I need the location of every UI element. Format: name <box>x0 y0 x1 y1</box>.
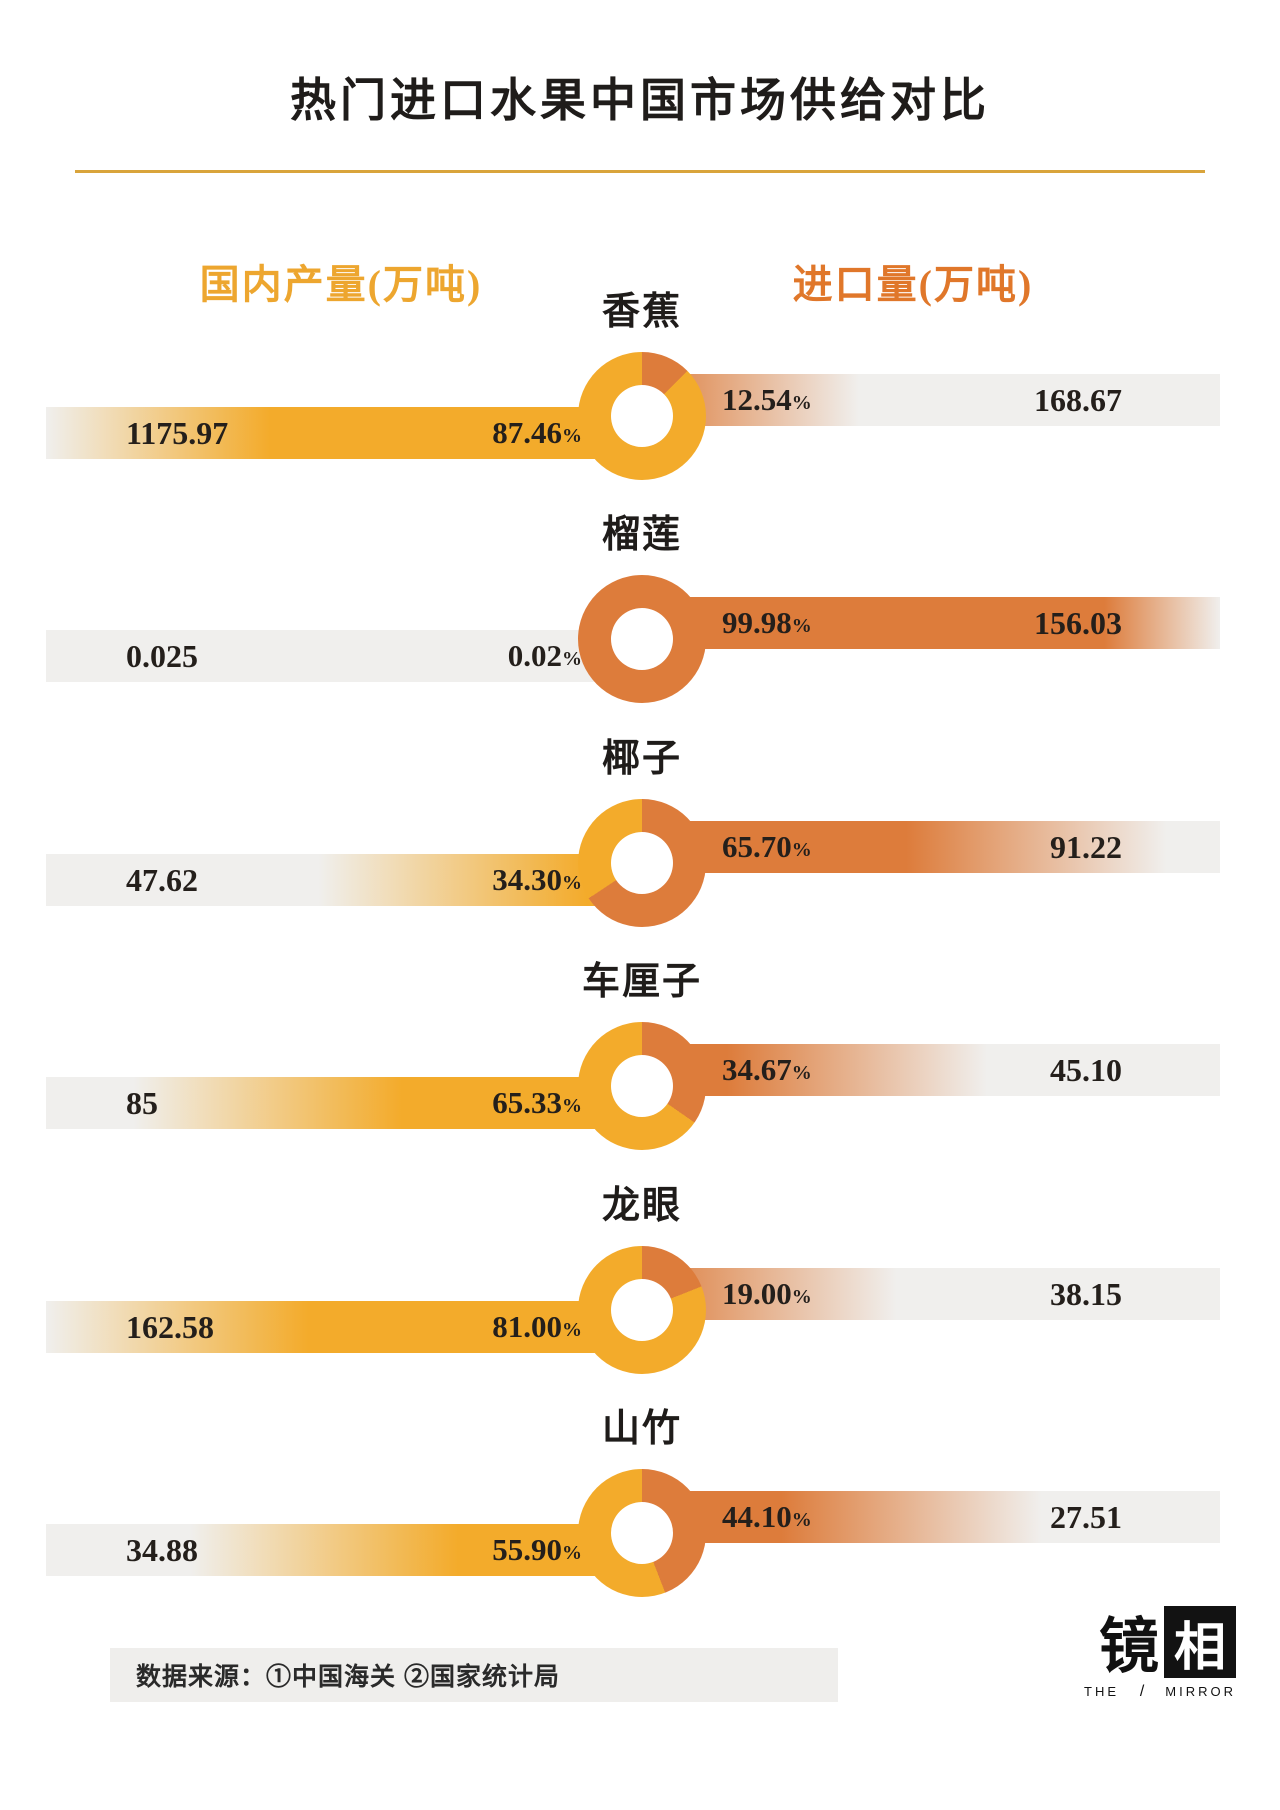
chart-row: 香蕉 1175.97 87.46% 12.54% 168.67 <box>0 286 1280 546</box>
domestic-percent: 55.90% <box>492 1532 582 1567</box>
domestic-bar: 85 65.33% <box>46 1077 642 1129</box>
import-value: 38.15 <box>1050 1275 1122 1312</box>
chart-row: 榴莲 0.025 0.02% 99.98% 156.03 <box>0 509 1280 769</box>
import-percent: 99.98% <box>722 605 812 640</box>
donut-chart <box>578 1022 706 1150</box>
logo-slash: / <box>1139 1683 1145 1700</box>
fruit-label: 椰子 <box>601 738 682 780</box>
chart-row: 椰子 47.62 34.30% 65.70% 91.22 <box>0 733 1280 993</box>
donut-chart <box>578 799 706 927</box>
fruit-label: 车厘子 <box>581 961 702 1003</box>
fruit-label: 山竹 <box>601 1408 682 1450</box>
logo-char-jing: 镜 <box>1099 1614 1159 1680</box>
domestic-value: 1175.97 <box>126 414 229 451</box>
domestic-bar: 162.58 81.00% <box>46 1301 642 1353</box>
import-percent: 65.70% <box>722 829 812 864</box>
logo-char-xiang: 相 <box>1164 1606 1236 1678</box>
domestic-percent: 0.02% <box>507 638 582 673</box>
donut-chart <box>578 1246 706 1374</box>
import-value: 168.67 <box>1034 381 1122 418</box>
domestic-percent: 87.46% <box>492 415 582 450</box>
domestic-value: 34.88 <box>126 1531 198 1568</box>
fruit-label: 香蕉 <box>601 291 682 333</box>
domestic-production-header: 国内产量(万吨) <box>199 262 483 307</box>
domestic-bar: 34.88 55.90% <box>46 1524 642 1576</box>
import-value: 156.03 <box>1034 604 1122 641</box>
chart-row: 车厘子 85 65.33% 34.67% 45.10 <box>0 956 1280 1216</box>
import-bar: 12.54% 168.67 <box>642 374 1220 426</box>
domestic-percent: 81.00% <box>492 1309 582 1344</box>
domestic-value: 0.025 <box>126 637 198 674</box>
logo-wordmark: THE / MIRROR <box>1084 1683 1236 1701</box>
data-source-note: 数据来源：①中国海关 ②国家统计局 <box>110 1648 838 1702</box>
import-percent: 19.00% <box>722 1276 812 1311</box>
logo-characters: 镜 相 <box>1084 1606 1236 1678</box>
domestic-bar: 47.62 34.30% <box>46 854 642 906</box>
import-volume-header: 进口量(万吨) <box>792 262 1034 307</box>
domestic-percent: 34.30% <box>492 862 582 897</box>
domestic-bar: 0.025 0.02% <box>46 630 642 682</box>
mirror-logo: 镜 相 THE / MIRROR <box>1084 1606 1236 1701</box>
domestic-value: 47.62 <box>126 861 198 898</box>
import-value: 45.10 <box>1050 1051 1122 1088</box>
fruit-label: 榴莲 <box>601 514 682 556</box>
chart-row: 龙眼 162.58 81.00% 19.00% 38.15 <box>0 1180 1280 1440</box>
import-bar: 44.10% 27.51 <box>642 1491 1220 1543</box>
chart-row: 山竹 34.88 55.90% 44.10% 27.51 <box>0 1403 1280 1663</box>
fruit-label: 龙眼 <box>601 1185 682 1227</box>
logo-mirror-text: MIRROR <box>1165 1684 1236 1699</box>
donut-chart <box>578 352 706 480</box>
title-divider <box>75 170 1205 173</box>
import-percent: 12.54% <box>722 382 812 417</box>
page-title: 热门进口水果中国市场供给对比 <box>290 75 990 126</box>
domestic-bar: 1175.97 87.46% <box>46 407 642 459</box>
import-percent: 34.67% <box>722 1052 812 1087</box>
domestic-value: 85 <box>126 1084 158 1121</box>
import-bar: 65.70% 91.22 <box>642 821 1220 873</box>
domestic-percent: 65.33% <box>492 1085 582 1120</box>
domestic-value: 162.58 <box>126 1308 214 1345</box>
donut-chart <box>578 575 706 703</box>
import-value: 91.22 <box>1050 828 1122 865</box>
import-bar: 34.67% 45.10 <box>642 1044 1220 1096</box>
donut-chart <box>578 1469 706 1597</box>
import-percent: 44.10% <box>722 1499 812 1534</box>
import-bar: 19.00% 38.15 <box>642 1268 1220 1320</box>
import-value: 27.51 <box>1050 1498 1122 1535</box>
logo-the-text: THE <box>1084 1684 1119 1699</box>
import-bar: 99.98% 156.03 <box>642 597 1220 649</box>
